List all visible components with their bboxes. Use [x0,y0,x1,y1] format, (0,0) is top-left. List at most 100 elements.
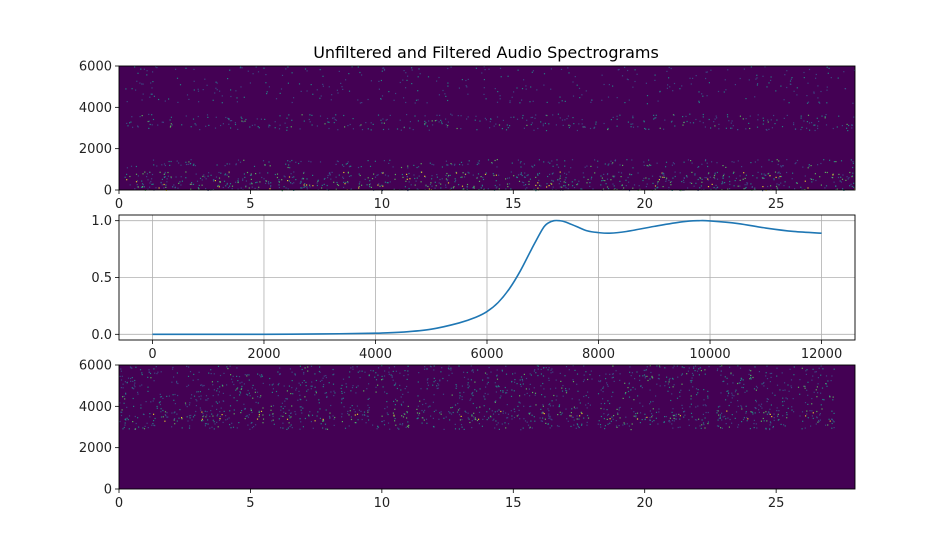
spectrogram-cell [822,368,824,370]
spectrogram-cell [668,381,670,383]
spectrogram-cell [691,416,693,418]
spectrogram-cell [328,172,330,174]
spectrogram-cell [645,128,647,130]
spectrogram-cell [689,406,691,408]
spectrogram-cell [832,177,834,179]
spectrogram-cell [550,182,552,185]
spectrogram-cell [690,403,692,405]
spectrogram-cell [566,173,568,175]
spectrogram-cell [564,179,566,181]
spectrogram-cell [717,406,720,408]
spectrogram-cell [511,418,513,420]
spectrogram-cell [481,184,483,186]
spectrogram-cell [755,423,757,425]
spectrogram-cell [707,421,709,423]
spectrogram-cell [746,182,748,184]
spectrogram-cell [361,74,363,76]
spectrogram-cell [788,102,790,104]
spectrogram-cell [812,417,814,419]
spectrogram-cell [185,67,187,69]
spectrogram-cell [535,176,537,178]
spectrogram-cell [559,175,561,177]
spectrogram-cell [749,378,751,380]
spectrogram-cell [698,418,700,420]
spectrogram-cell [337,184,340,186]
spectrogram-cell [529,395,531,397]
spectrogram-cell [132,421,134,423]
spectrogram-cell [486,373,488,375]
spectrogram-cell [618,409,620,411]
spectrogram-cell [498,413,500,415]
spectrogram-cell [205,188,207,190]
spectrogram-cell [775,176,777,178]
spectrogram-cell [472,187,474,189]
spectrogram-cell [248,379,250,381]
spectrogram-cell [833,161,835,163]
spectrogram-cell [562,385,564,387]
spectrogram-cell [722,182,724,184]
spectrogram-cell [658,365,661,367]
spectrogram-cell [201,418,203,420]
spectrogram-cell [807,82,809,84]
spectrogram-cell [214,92,216,94]
spectrogram-cell [785,397,787,399]
spectrogram-cell [137,393,139,395]
spectrogram-cell [142,184,144,186]
spectrogram-cell [578,87,581,89]
spectrogram-cell [207,398,209,400]
spectrogram-cell [507,127,509,129]
spectrogram-cell [137,186,139,188]
spectrogram-cell [691,182,693,184]
spectrogram-cell [671,419,674,422]
spectrogram-cell [543,413,545,415]
spectrogram-cell [700,427,702,429]
spectrogram-cell [341,399,343,401]
spectrogram-cell [784,425,786,427]
spectrogram-cell [565,187,567,189]
spectrogram-cell [259,374,261,376]
spectrogram-cell [779,175,781,178]
spectrogram-cell [432,417,434,419]
spectrogram-cell [439,412,441,414]
spectrogram-cell [814,124,816,126]
spectrogram-cell [143,413,145,416]
spectrogram-cell [661,173,664,175]
spectrogram-cell [571,416,573,418]
spectrogram-cell [488,366,490,369]
spectrogram-cell [226,418,229,420]
spectrogram-cell [704,369,706,371]
spectrogram-cell [578,418,580,420]
spectrogram-cell [550,88,552,90]
spectrogram-cell [229,185,231,187]
spectrogram-cell [748,122,750,124]
spectrogram-cell [611,163,613,165]
spectrogram-cell [445,95,447,97]
spectrogram-cell [556,425,559,427]
spectrogram-cell [531,165,533,167]
spectrogram-cell [846,127,848,129]
spectrogram-cell [612,373,614,375]
spectrogram-cell [435,185,437,187]
spectrogram-cell [742,387,744,389]
spectrogram-cell [551,173,553,175]
spectrogram-cell [817,127,819,130]
spectrogram-cell [203,174,205,176]
spectrogram-cell [510,171,512,173]
spectrogram-cell [278,184,280,186]
spectrogram-cell [646,164,648,167]
spectrogram-cell [777,163,779,166]
spectrogram-cell [741,421,743,423]
spectrogram-cell [143,68,145,70]
spectrogram-cell [382,67,384,69]
spectrogram-cell [729,418,731,421]
spectrogram-cell [368,383,370,385]
spectrogram-cell [786,414,788,416]
spectrogram-cell [450,187,452,189]
spectrogram-cell [368,407,370,409]
spectrogram-cell [699,120,701,122]
spectrogram-cell [316,182,318,184]
spectrogram-cell [601,74,603,76]
spectrogram-cell [307,366,309,368]
spectrogram-cell [408,424,410,426]
